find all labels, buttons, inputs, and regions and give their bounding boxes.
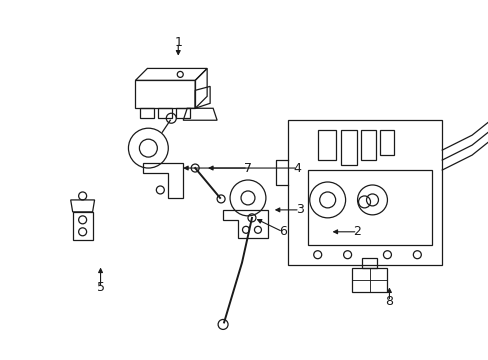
Text: 6: 6 [278,225,286,238]
Text: 4: 4 [293,162,301,175]
Text: 1: 1 [174,36,182,49]
Text: 3: 3 [295,203,303,216]
Text: 2: 2 [353,225,361,238]
Text: 5: 5 [96,281,104,294]
Text: 7: 7 [244,162,251,175]
Text: 8: 8 [385,295,393,308]
